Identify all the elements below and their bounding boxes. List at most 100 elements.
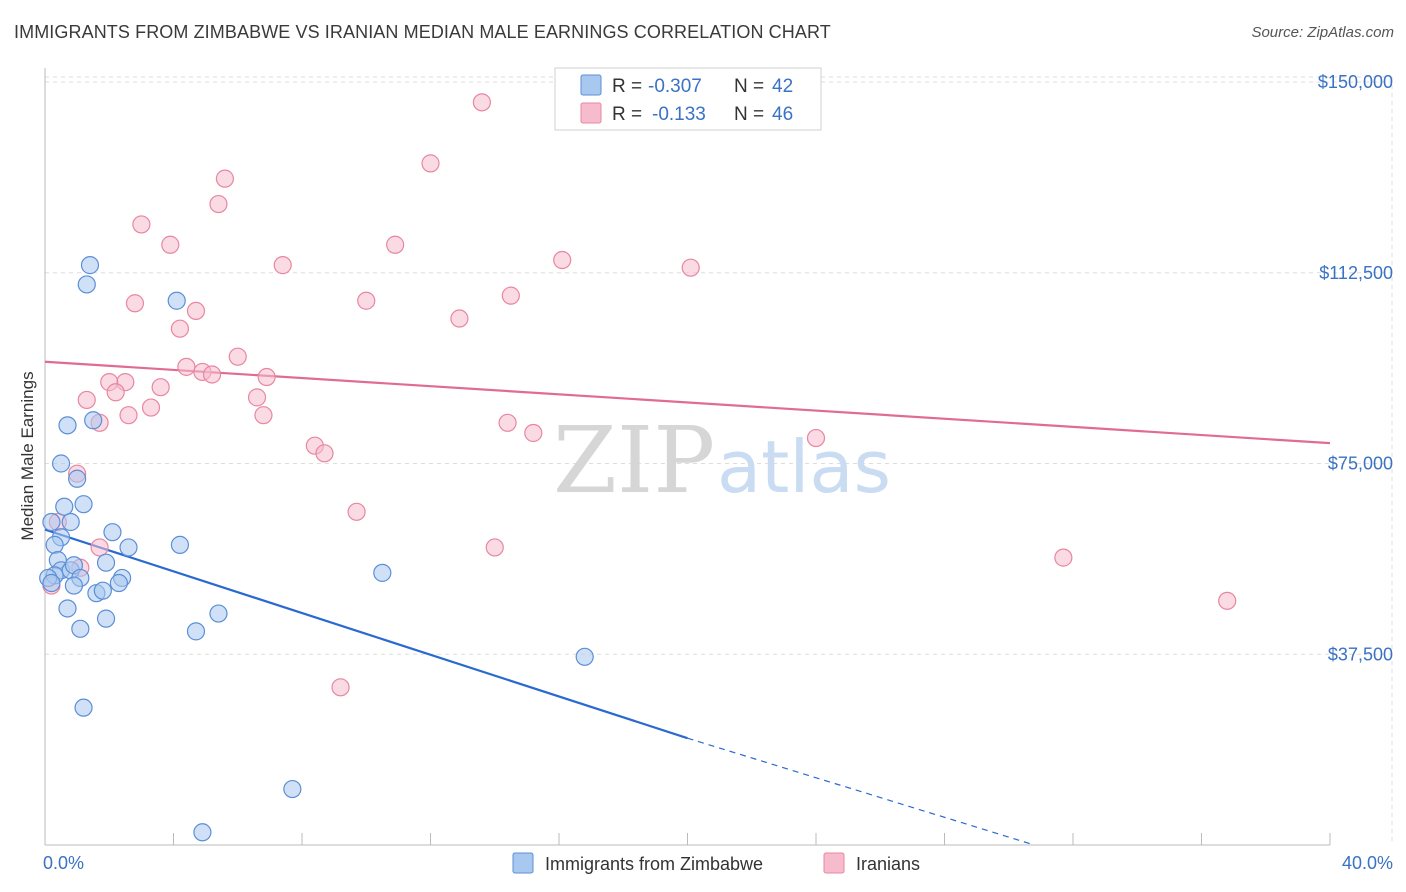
zimbabwe-point-1: [77, 275, 96, 294]
iranians-point-11: [125, 294, 145, 313]
iranians-point-34: [315, 444, 334, 463]
watermark-atlas: atlas: [717, 425, 891, 509]
zimbabwe-point-12: [103, 523, 122, 542]
zimbabwe-point-26: [64, 576, 84, 595]
iranians-point-32: [524, 423, 543, 443]
iranians-point-1: [421, 154, 440, 173]
legend-n-label-2: N =: [734, 104, 764, 125]
zimbabwe-point-36: [575, 647, 594, 666]
iranians-point-40: [485, 538, 504, 557]
legend-swatch-pink: [580, 102, 602, 124]
zimbabwe-point-14: [119, 538, 138, 557]
series-legend-swatch-blue: [512, 852, 534, 874]
zimbabwe-point-0: [80, 256, 100, 275]
iranians-point-14: [450, 309, 469, 328]
trend-line-zimbabwe: [44, 528, 688, 740]
iranians-point-7: [553, 250, 572, 270]
iranians-point-24: [106, 383, 125, 402]
zimbabwe-point-32: [96, 609, 116, 628]
zimbabwe-point-13: [45, 535, 64, 554]
chart-title: IMMIGRANTS FROM ZIMBABWE VS IRANIAN MEDI…: [14, 22, 831, 42]
zimbabwe-point-25: [42, 573, 61, 593]
zimbabwe-point-33: [71, 619, 90, 638]
iranians-point-3: [209, 194, 228, 214]
iranians-point-23: [151, 378, 170, 397]
axes: [44, 68, 1331, 846]
zimbabwe-point-29: [93, 581, 112, 600]
series-legend: Immigrants from Zimbabwe Iranians: [512, 852, 920, 874]
zimbabwe-point-9: [42, 512, 61, 532]
iranians-point-37: [347, 502, 366, 521]
iranians-point-35: [806, 428, 826, 448]
zimbabwe-point-2: [167, 291, 186, 310]
iranians-point-17: [177, 357, 196, 376]
zimbabwe-point-4: [84, 411, 103, 430]
iranians-point-0: [472, 93, 491, 112]
iranians-point-44: [331, 678, 350, 697]
zimbabwe-point-8: [74, 495, 93, 514]
iranians-point-30: [498, 413, 517, 432]
zimbabwe-point-38: [283, 779, 302, 799]
iranians-point-39: [90, 538, 109, 557]
gridlines: [45, 76, 1393, 845]
iranians-point-10: [501, 286, 520, 305]
zimbabwe-point-10: [61, 512, 80, 532]
legend-n-value-1: 42: [772, 76, 793, 97]
iranians-point-25: [247, 388, 267, 407]
y-tick-label-1: $75,000: [1328, 454, 1393, 474]
series-legend-swatch-pink: [823, 852, 845, 874]
iranians-point-4: [132, 215, 151, 234]
zimbabwe-point-34: [186, 622, 206, 641]
iranians-point-5: [161, 235, 180, 254]
zimbabwe-point-17: [96, 553, 116, 572]
x-tick-label-1: 40.0%: [1342, 853, 1393, 873]
trend-line-zimbabwe-extension: [687, 737, 1035, 846]
iranians-point-12: [357, 291, 376, 310]
y-tick-label-3: $150,000: [1318, 72, 1393, 92]
zimbabwe-point-31: [209, 604, 228, 623]
stats-legend: R = -0.307 N = 42 R = -0.133 N = 46: [554, 67, 822, 131]
zimbabwe-point-27: [109, 573, 128, 593]
iranians-point-16: [228, 347, 247, 366]
iranians-point-15: [170, 319, 190, 338]
legend-r-value-2: -0.133: [652, 104, 706, 125]
series-legend-label-pink: Iranians: [856, 854, 920, 874]
iranians-point-29: [254, 406, 273, 425]
iranians-point-6: [386, 235, 405, 254]
zimbabwe-point-3: [58, 416, 77, 435]
data-points: [39, 93, 1237, 842]
legend-swatch-blue: [580, 74, 602, 96]
iranians-point-13: [186, 301, 206, 320]
legend-r-label-2: R =: [612, 104, 642, 125]
zimbabwe-point-6: [68, 469, 87, 488]
iranians-point-8: [273, 256, 292, 275]
zimbabwe-point-15: [170, 535, 190, 554]
y-tick-label-2: $112,500: [1319, 263, 1393, 283]
legend-r-label-1: R =: [612, 76, 642, 97]
x-tick-labels: 0.0% 40.0%: [43, 853, 1393, 873]
zimbabwe-point-35: [373, 563, 392, 582]
iranians-point-43: [1218, 591, 1237, 610]
iranians-point-41: [1054, 548, 1073, 567]
legend-n-label-1: N =: [734, 76, 764, 97]
iranians-point-22: [257, 367, 276, 387]
iranians-point-27: [141, 398, 161, 417]
zimbabwe-point-5: [51, 454, 71, 473]
iranians-point-28: [119, 406, 138, 425]
iranians-point-19: [202, 365, 222, 384]
legend-r-value-1: -0.307: [648, 76, 702, 97]
legend-n-value-2: 46: [772, 104, 793, 125]
x-tick-label-0: 0.0%: [43, 853, 84, 873]
iranians-point-2: [215, 169, 234, 188]
series-legend-label-blue: Immigrants from Zimbabwe: [545, 854, 763, 874]
watermark-zip: ZIP: [553, 407, 715, 514]
zimbabwe-point-37: [74, 698, 93, 717]
y-axis-label: Median Male Earnings: [18, 371, 37, 540]
zimbabwe-point-39: [193, 823, 212, 842]
y-tick-labels: $37,500 $75,000 $112,500 $150,000: [1318, 72, 1393, 664]
iranians-point-9: [681, 258, 700, 277]
iranians-point-26: [77, 390, 96, 410]
zimbabwe-point-7: [55, 497, 74, 516]
zimbabwe-point-30: [58, 599, 77, 618]
